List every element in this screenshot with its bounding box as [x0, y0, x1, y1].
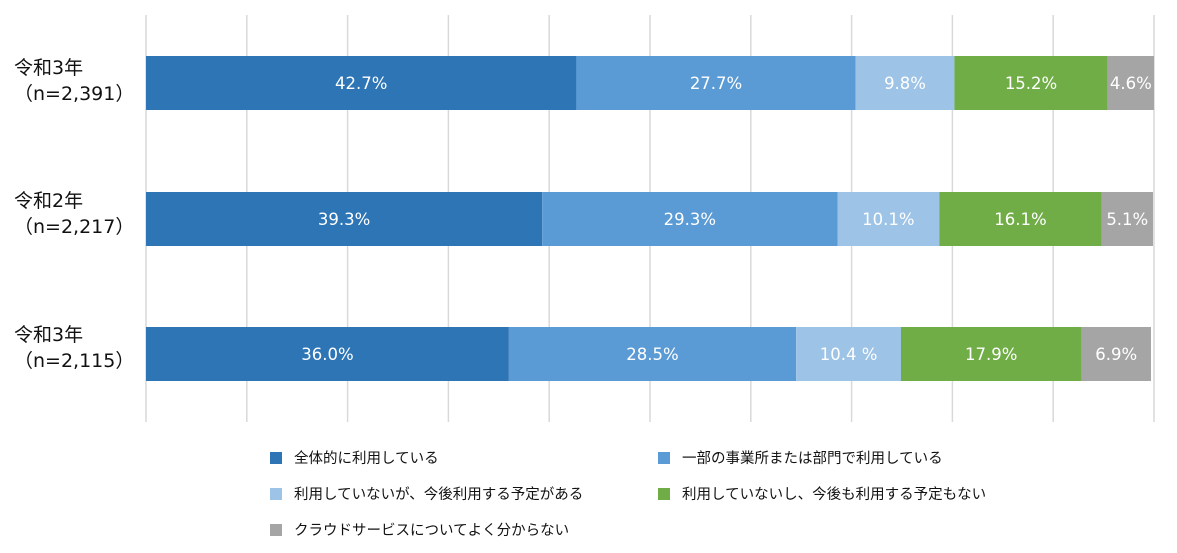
data-label: 39.3%	[318, 210, 370, 229]
legend-swatch	[658, 451, 670, 464]
legend-swatch	[270, 523, 282, 536]
category-n: （n=2,217）	[14, 216, 135, 238]
bar-segment	[954, 56, 1108, 110]
bar-segment	[146, 327, 509, 381]
bar-segment	[542, 192, 838, 246]
bar-segment	[146, 56, 577, 110]
legend-item-1: 一部の事業所または部門で利用している	[658, 447, 943, 468]
data-label: 4.6%	[1110, 74, 1152, 93]
data-label: 10.4 %	[820, 345, 878, 364]
data-label: 17.9%	[965, 345, 1017, 364]
bar-segment	[855, 56, 955, 110]
legend-label: 利用していないし、今後も利用する予定もない	[682, 487, 987, 503]
legend-label: 全体的に利用している	[294, 451, 439, 467]
bar-segment	[508, 327, 797, 381]
legend-item-0: 全体的に利用している	[270, 447, 439, 468]
data-label: 15.2%	[1005, 74, 1057, 93]
bar-segment	[837, 192, 940, 246]
legend-swatch	[270, 487, 282, 500]
data-label: 6.9%	[1095, 345, 1137, 364]
legend-label: クラウドサービスについてよく分からない	[294, 523, 570, 539]
category-label-1: 令和2年 （n=2,217）	[14, 188, 144, 240]
category-name: 令和2年	[14, 190, 84, 212]
category-name: 令和3年	[14, 324, 84, 346]
category-n: （n=2,391）	[14, 83, 135, 105]
bar-segment	[939, 192, 1102, 246]
data-label: 29.3%	[664, 210, 716, 229]
bar-segment	[1101, 192, 1153, 246]
category-name: 令和3年	[14, 57, 84, 79]
data-label: 27.7%	[690, 74, 742, 93]
data-label: 16.1%	[994, 210, 1046, 229]
legend-swatch	[658, 487, 670, 500]
legend-item-3: 利用していないし、今後も利用する予定もない	[658, 483, 986, 504]
category-label-0: 令和3年 （n=2,391）	[14, 55, 144, 107]
bar-segment	[146, 192, 543, 246]
legend-item-4: クラウドサービスについてよく分からない	[270, 519, 569, 540]
legend-label: 一部の事業所または部門で利用している	[682, 451, 943, 467]
data-labels: 42.7% 27.7% 9.8% 15.2% 4.6% 39.3% 29.3% 10.1% 16…	[301, 74, 1152, 364]
category-label-2: 令和3年 （n=2,115）	[14, 322, 144, 374]
bars	[146, 56, 1154, 381]
data-label: 28.5%	[626, 345, 678, 364]
bar-segment	[1107, 56, 1154, 110]
data-label: 36.0%	[301, 345, 353, 364]
category-n: （n=2,115）	[14, 350, 135, 372]
bar-segment	[576, 56, 856, 110]
legend-swatch	[270, 451, 282, 464]
data-label: 9.8%	[884, 74, 926, 93]
bar-segment	[900, 327, 1082, 381]
bar-segment	[796, 327, 901, 381]
bar-segment	[1081, 327, 1151, 381]
legend-item-2: 利用していないが、今後利用する予定がある	[270, 483, 583, 504]
legend-label: 利用していないが、今後利用する予定がある	[294, 487, 584, 503]
data-label: 42.7%	[335, 74, 387, 93]
data-label: 10.1%	[862, 210, 914, 229]
data-label: 5.1%	[1106, 210, 1148, 229]
